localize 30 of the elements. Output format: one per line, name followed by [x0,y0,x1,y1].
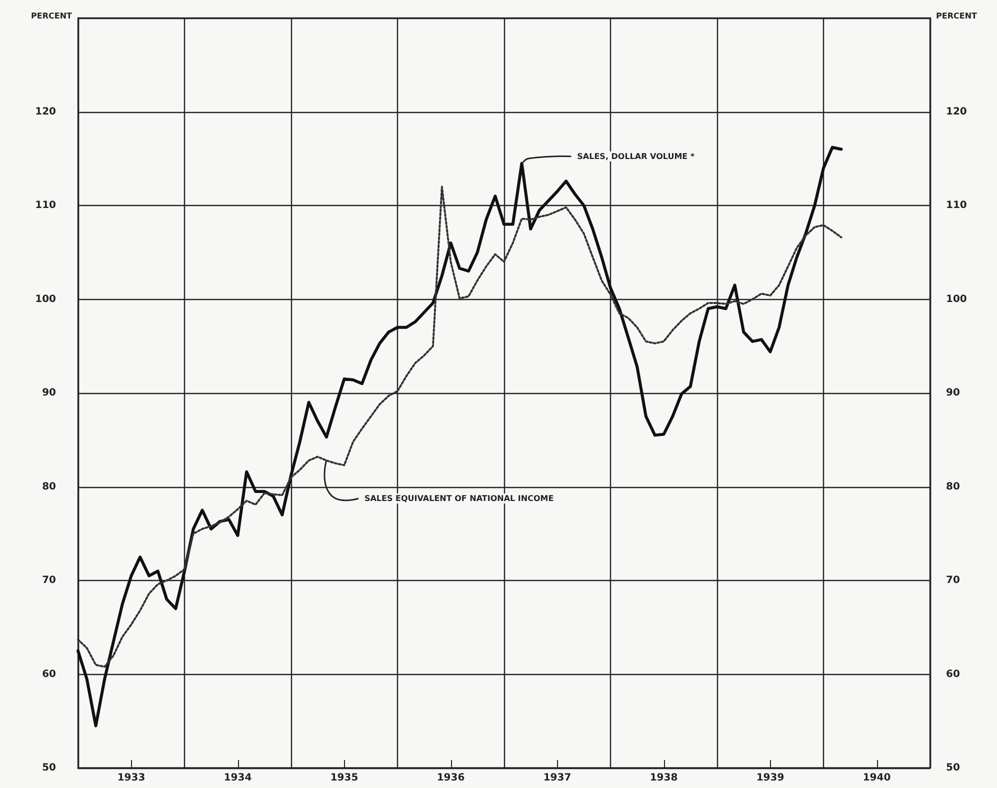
x-tick-label: 1939 [756,772,784,784]
y2-tick-label: 100 [946,294,967,305]
y2-tick-label: 120 [946,106,967,118]
y2-tick-label: 80 [946,481,960,492]
x-tick-label: 1935 [330,772,358,784]
y-axis-title: PERCENT [31,12,73,20]
y2-tick-label: 50 [946,762,960,774]
annotation: SALES, DOLLAR VOLUME * [577,152,696,161]
line-series [76,146,843,728]
y2-tick-label: 60 [946,668,960,680]
line-series [77,186,842,668]
y-tick-label: 90 [42,388,56,398]
x-tick-label: 1937 [543,772,572,784]
y2-axis-title: PERCENT [936,12,978,20]
y2-tick-label: 70 [946,575,960,586]
x-tick-label: 1940 [862,772,891,784]
y-tick-label: 120 [35,106,56,118]
y2-tick-label: 110 [946,200,967,211]
y-tick-label: 100 [35,294,56,305]
annotation: SALES EQUIVALENT OF NATIONAL INCOME [364,494,554,503]
y-tick-label: 110 [35,200,56,211]
y-tick-label: 50 [42,762,56,774]
x-tick-label: 1938 [650,772,678,784]
x-tick-label: 1933 [117,772,146,784]
y-tick-label: 60 [42,668,56,680]
y-tick-label: 80 [42,481,56,492]
x-tick-label: 1934 [224,772,252,784]
y2-tick-label: 90 [946,388,960,398]
x-tick-label: 1936 [436,772,465,784]
y-tick-label: 70 [42,575,56,586]
